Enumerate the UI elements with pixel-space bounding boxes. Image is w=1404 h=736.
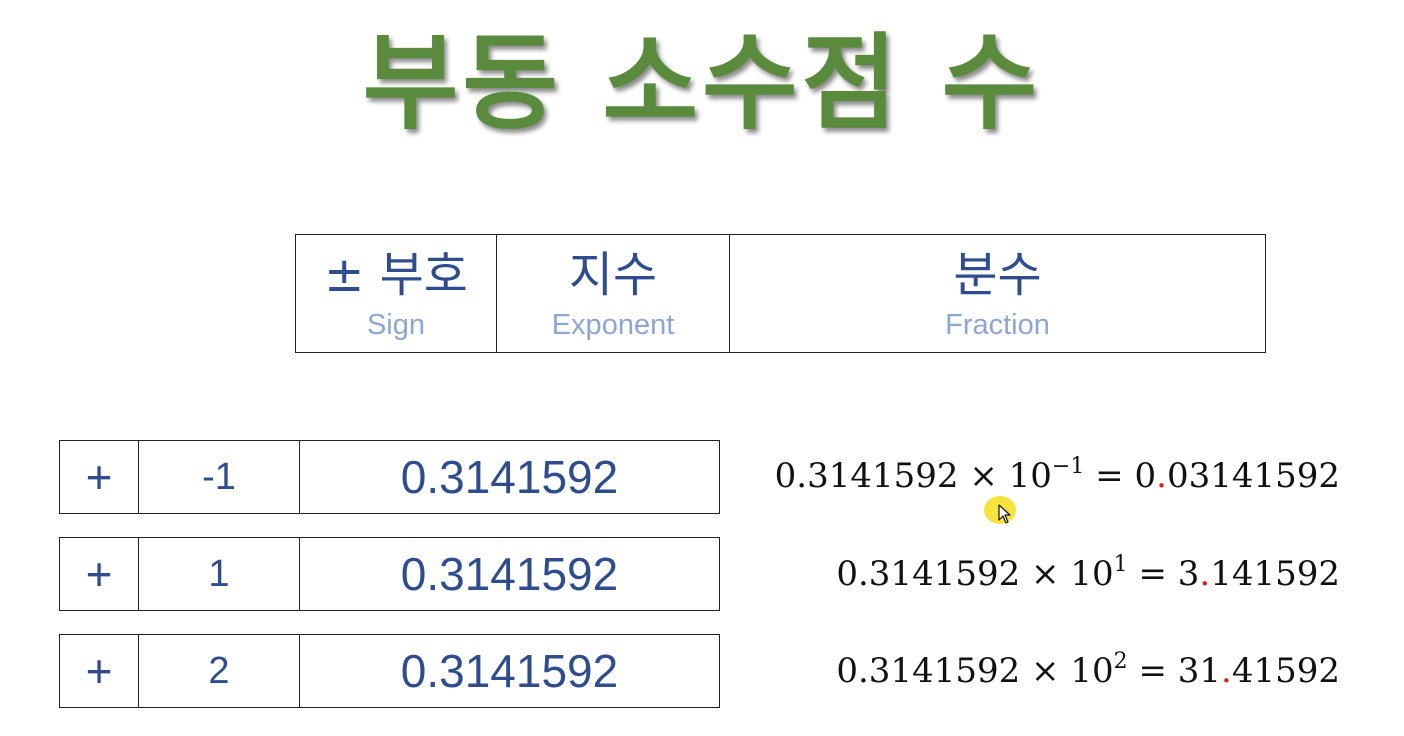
eq-equals: = [1138, 554, 1167, 594]
header-cell-sign: ± 부호 Sign [296, 235, 497, 352]
eq-frac-part: 141592 [1210, 554, 1340, 594]
eq-equals: = [1095, 456, 1124, 496]
header-sign-en: Sign [366, 308, 426, 341]
row-fraction: 0.3141592 [400, 645, 619, 697]
row-exponent: -1 [139, 441, 300, 513]
header-cell-exponent: 지수 Exponent [497, 235, 730, 352]
row-exponent: 2 [139, 635, 300, 707]
eq-mantissa: 0.3141592 [774, 456, 959, 496]
eq-base: 10 [1070, 554, 1114, 594]
eq-times: × [1031, 554, 1060, 594]
row-sign: + [60, 635, 139, 707]
equation-2: 0.3141592 × 101 = 3.141592 [836, 552, 1340, 595]
mouse-pointer-icon [998, 504, 1011, 524]
eq-frac-part: 41592 [1231, 651, 1340, 691]
header-exponent-en: Exponent [551, 308, 675, 341]
header-exponent-ko: 지수 [568, 246, 658, 303]
eq-power: −1 [1051, 454, 1085, 479]
row-fraction: 0.3141592 [400, 548, 619, 600]
float-format-header-table: ± 부호 Sign 지수 Exponent 분수 Fraction [295, 234, 1266, 353]
page-title: 부동 소수점 수 [362, 22, 1042, 144]
eq-int-part: 3 [1177, 554, 1200, 594]
eq-power: 1 [1113, 552, 1128, 577]
equation-1: 0.3141592 × 10−1 = 0.03141592 [774, 454, 1340, 497]
row-fraction: 0.3141592 [400, 451, 619, 503]
eq-base: 10 [1008, 456, 1052, 496]
row-sign: + [60, 538, 139, 610]
header-fraction-ko: 분수 [953, 246, 1042, 303]
eq-equals: = [1138, 651, 1167, 691]
eq-times: × [1031, 651, 1060, 691]
header-sign-ko: ± 부호 [324, 246, 468, 303]
header-cell-fraction: 분수 Fraction [730, 235, 1265, 352]
header-fraction-en: Fraction [945, 308, 1050, 341]
eq-frac-part: 03141592 [1166, 456, 1340, 496]
example-row-3: + 2 0.3141592 [59, 634, 720, 708]
eq-base: 10 [1070, 651, 1114, 691]
equation-3: 0.3141592 × 102 = 31.41592 [836, 649, 1340, 692]
eq-decimal-point: . [1199, 554, 1211, 594]
eq-power: 2 [1113, 649, 1128, 674]
eq-decimal-point: . [1221, 651, 1232, 691]
eq-result: 31.41592 [1178, 651, 1340, 691]
eq-mantissa: 0.3141592 [836, 554, 1021, 594]
example-row-1: + -1 0.3141592 [59, 440, 720, 514]
eq-result: 0.03141592 [1134, 456, 1340, 496]
example-row-2: + 1 0.3141592 [59, 537, 720, 611]
eq-result: 3.141592 [1178, 554, 1340, 594]
row-sign: + [60, 441, 139, 513]
eq-decimal-point: . [1156, 456, 1167, 496]
eq-mantissa: 0.3141592 [836, 651, 1021, 691]
eq-int-part: 0 [1134, 456, 1157, 496]
eq-times: × [969, 456, 998, 496]
row-exponent: 1 [139, 538, 300, 610]
eq-int-part: 31 [1177, 651, 1222, 691]
